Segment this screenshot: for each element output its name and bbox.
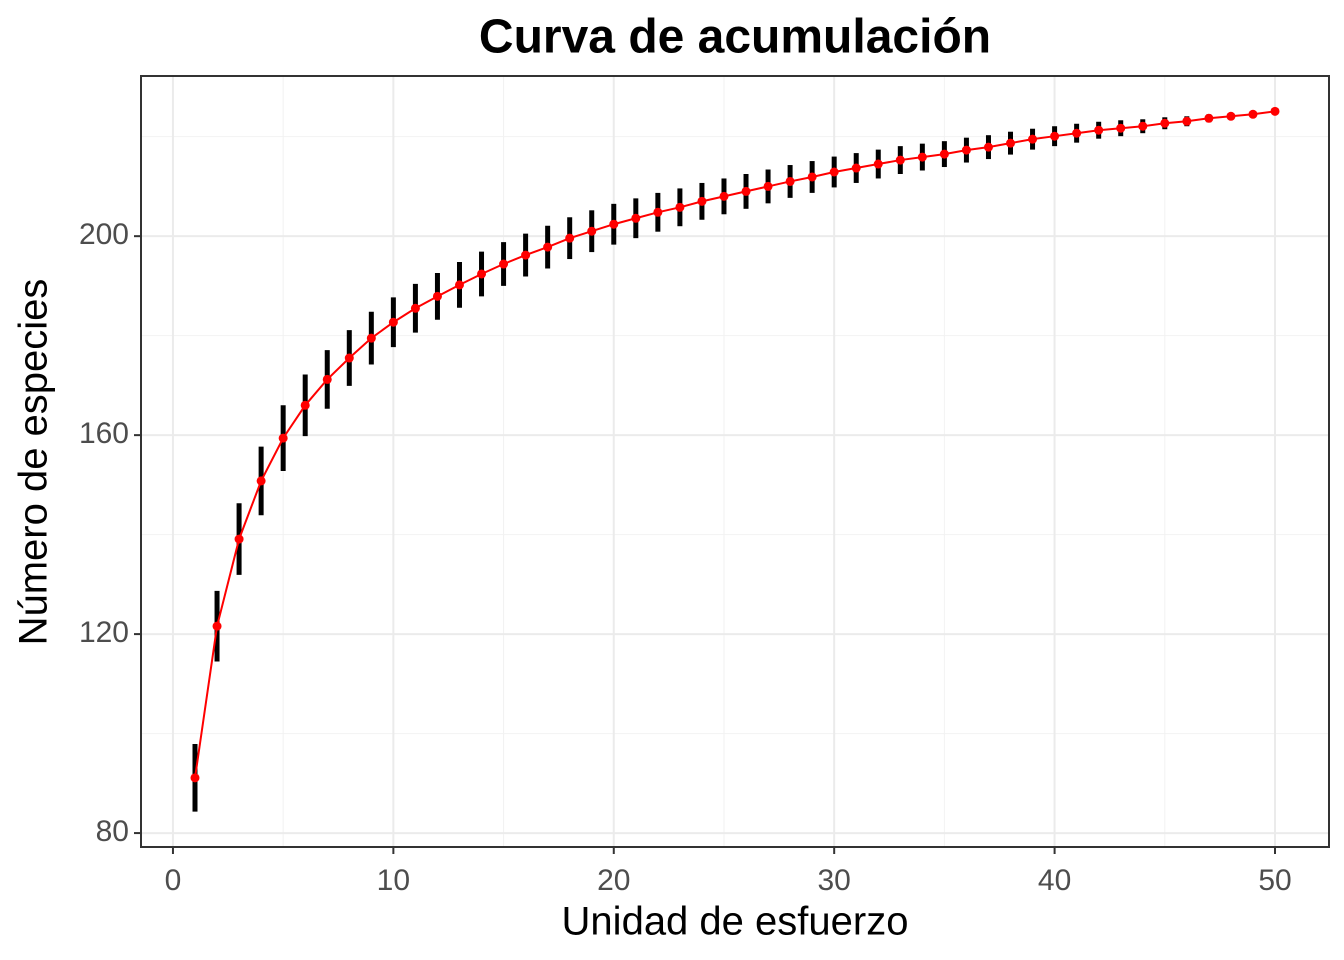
- point: [807, 172, 817, 182]
- point: [543, 242, 553, 252]
- point: [212, 621, 222, 631]
- point: [256, 476, 266, 486]
- point: [499, 259, 509, 269]
- point: [1226, 111, 1236, 121]
- point: [917, 152, 927, 162]
- y-tick-label: 200: [79, 218, 129, 251]
- point: [719, 191, 729, 201]
- point: [1006, 138, 1016, 148]
- point: [1050, 131, 1060, 141]
- y-tick-label: 80: [96, 815, 129, 848]
- point: [961, 145, 971, 155]
- point: [587, 226, 597, 236]
- x-tick-label: 50: [1258, 864, 1291, 897]
- point: [873, 159, 883, 169]
- point: [785, 176, 795, 186]
- point: [763, 181, 773, 191]
- point: [741, 186, 751, 196]
- point: [300, 400, 310, 410]
- point: [1248, 109, 1258, 119]
- x-tick-label: 20: [597, 864, 630, 897]
- point: [1204, 113, 1214, 123]
- x-tick-label: 10: [377, 864, 410, 897]
- point: [1072, 128, 1082, 138]
- point: [829, 167, 839, 177]
- point: [939, 149, 949, 159]
- point: [344, 353, 354, 363]
- x-axis-title: Unidad de esfuerzo: [562, 900, 909, 944]
- point: [432, 291, 442, 301]
- point: [565, 233, 575, 243]
- point: [388, 317, 398, 327]
- y-tick-label: 120: [79, 616, 129, 649]
- point: [1116, 123, 1126, 133]
- point: [1138, 121, 1148, 131]
- point: [895, 155, 905, 165]
- chart-title: Curva de acumulación: [479, 11, 991, 64]
- point: [322, 374, 332, 384]
- x-tick-label: 30: [817, 864, 850, 897]
- point: [410, 303, 420, 313]
- point: [477, 269, 487, 279]
- x-tick-label: 40: [1038, 864, 1071, 897]
- point: [631, 213, 641, 223]
- point: [366, 333, 376, 343]
- point: [454, 280, 464, 290]
- x-tick-label: 0: [165, 864, 182, 897]
- point: [1182, 116, 1192, 126]
- point: [609, 219, 619, 229]
- point: [697, 196, 707, 206]
- point: [1028, 134, 1038, 144]
- point: [675, 202, 685, 212]
- plot-border: [140, 75, 1330, 848]
- y-tick-label: 160: [79, 417, 129, 450]
- point: [234, 534, 244, 544]
- point: [1160, 118, 1170, 128]
- point: [653, 207, 663, 217]
- point: [190, 773, 200, 783]
- point: [521, 250, 531, 260]
- point: [1270, 106, 1280, 116]
- point: [278, 433, 288, 443]
- point: [851, 163, 861, 173]
- point: [983, 142, 993, 152]
- point: [1094, 125, 1104, 135]
- y-axis-title: Número de especies: [12, 279, 56, 646]
